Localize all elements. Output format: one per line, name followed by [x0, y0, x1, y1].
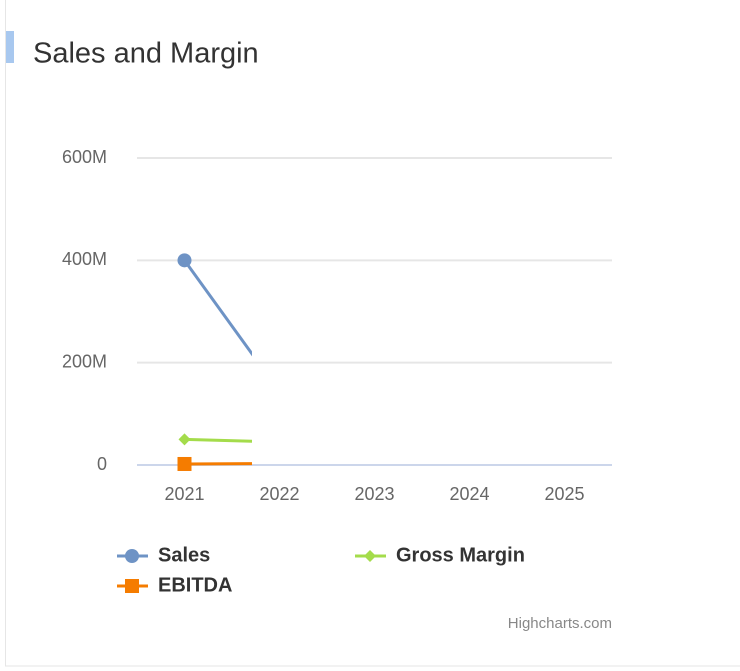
y-tick-label: 200M — [62, 351, 107, 371]
legend-marker — [125, 579, 139, 593]
legend-marker — [125, 549, 139, 563]
x-tick-label: 2021 — [164, 484, 204, 504]
series-line — [183, 259, 252, 357]
x-tick-label: 2023 — [354, 484, 394, 504]
y-tick-label: 400M — [62, 249, 107, 269]
legend-label: EBITDA — [158, 574, 232, 596]
legend-marker — [364, 550, 376, 562]
point-marker — [177, 456, 192, 471]
legend-label: Gross Margin — [396, 544, 525, 566]
x-tick-label: 2025 — [544, 484, 584, 504]
title-accent — [6, 31, 14, 63]
card — [5, 0, 740, 667]
x-tick-label: 2024 — [449, 484, 489, 504]
point-marker — [177, 253, 192, 268]
y-tick-label: 0 — [97, 454, 107, 474]
series-line — [184, 462, 252, 466]
chart-title: Sales and Margin — [33, 38, 259, 70]
x-tick-label: 2022 — [259, 484, 299, 504]
y-tick-label: 600M — [62, 147, 107, 167]
series-line — [184, 437, 252, 443]
legend-label: Sales — [158, 544, 210, 566]
credits: Highcharts.com — [508, 615, 612, 632]
point-marker — [178, 433, 191, 446]
plot-series — [177, 253, 252, 471]
